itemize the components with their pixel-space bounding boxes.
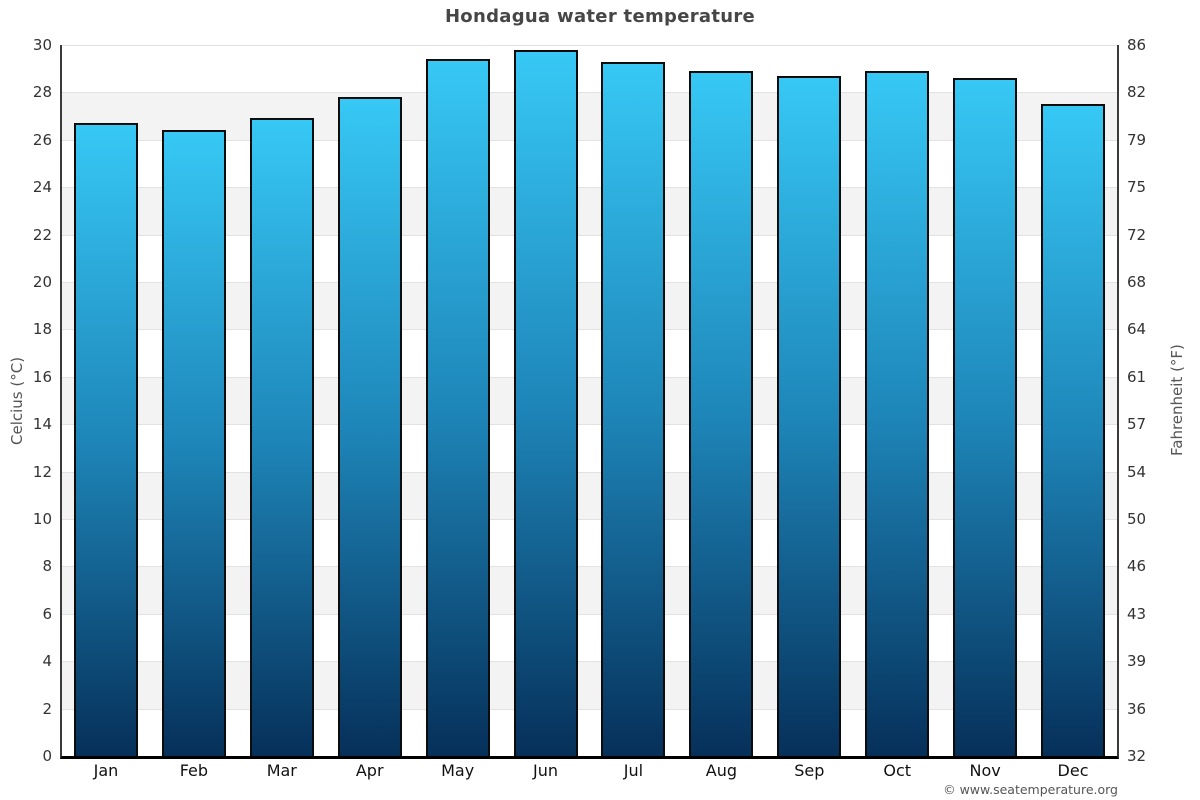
bar-mar — [249, 118, 314, 756]
bar-jul — [601, 61, 666, 756]
fahrenheit-tick-79: 79 — [1127, 130, 1147, 149]
grid-band — [62, 471, 1117, 519]
month-label-mar: Mar — [266, 761, 297, 780]
month-label-jun: Jun — [533, 761, 559, 780]
grid-band — [62, 282, 1117, 330]
month-label-jan: Jan — [93, 761, 119, 780]
chart-title: Hondagua water temperature — [444, 6, 756, 27]
fahrenheit-tick-82: 82 — [1127, 83, 1147, 102]
celsius-tick-30: 30 — [32, 36, 52, 54]
celsius-tick-2: 2 — [42, 699, 52, 718]
bar-may — [425, 59, 490, 756]
fahrenheit-tick-72: 72 — [1127, 225, 1147, 244]
month-label-oct: Oct — [883, 761, 912, 780]
grid-band — [62, 424, 1117, 472]
month-label-nov: Nov — [969, 761, 1001, 780]
grid-band — [62, 92, 1117, 140]
bar-apr — [337, 97, 402, 756]
bar-nov — [953, 78, 1018, 756]
celsius-tick-28: 28 — [32, 83, 52, 102]
month-label-jul: Jul — [623, 761, 644, 780]
grid-band — [62, 234, 1117, 282]
celsius-tick-8: 8 — [42, 557, 52, 576]
celsius-tick-4: 4 — [42, 652, 52, 671]
celsius-tick-20: 20 — [32, 273, 52, 291]
celsius-tick-6: 6 — [42, 604, 52, 623]
fahrenheit-tick-43: 43 — [1127, 604, 1147, 623]
celsius-tick-18: 18 — [32, 320, 52, 339]
fahrenheit-tick-64: 64 — [1127, 320, 1147, 339]
bar-aug — [689, 71, 754, 756]
grid-band — [62, 613, 1117, 662]
plot-area — [60, 45, 1119, 759]
month-label-sep: Sep — [794, 761, 825, 780]
copyright-link[interactable]: © www.seatemperature.org — [943, 782, 1118, 797]
month-label-may: May — [441, 761, 475, 780]
grid-band — [62, 329, 1117, 377]
grid-band — [62, 139, 1117, 188]
month-label-aug: Aug — [705, 761, 737, 780]
celsius-tick-12: 12 — [32, 462, 52, 481]
fahrenheit-tick-57: 57 — [1127, 415, 1147, 434]
celsius-tick-16: 16 — [32, 367, 52, 386]
month-label-apr: Apr — [355, 761, 384, 780]
fahrenheit-tick-61: 61 — [1127, 367, 1147, 386]
fahrenheit-tick-86: 86 — [1127, 36, 1147, 54]
celsius-tick-14: 14 — [32, 415, 52, 434]
grid-band — [62, 45, 1117, 93]
fahrenheit-tick-68: 68 — [1127, 273, 1147, 291]
celsius-tick-0: 0 — [42, 747, 52, 765]
fahrenheit-tick-46: 46 — [1127, 557, 1147, 576]
celsius-tick-26: 26 — [32, 130, 52, 149]
bar-jan — [73, 123, 138, 756]
celsius-tick-10: 10 — [32, 510, 52, 528]
bar-dec — [1041, 104, 1106, 756]
celsius-tick-24: 24 — [32, 178, 52, 197]
fahrenheit-tick-39: 39 — [1127, 652, 1147, 671]
bar-feb — [161, 130, 226, 756]
grid-band — [62, 708, 1117, 756]
fahrenheit-tick-75: 75 — [1127, 178, 1147, 197]
fahrenheit-tick-54: 54 — [1127, 462, 1147, 481]
grid-band — [62, 376, 1117, 425]
celsius-tick-22: 22 — [32, 225, 52, 244]
fahrenheit-tick-50: 50 — [1127, 510, 1147, 528]
grid-band — [62, 566, 1117, 614]
bar-oct — [865, 71, 930, 756]
month-label-feb: Feb — [179, 761, 209, 780]
fahrenheit-tick-36: 36 — [1127, 699, 1147, 718]
grid-band — [62, 187, 1117, 235]
grid-band — [62, 519, 1117, 567]
bar-jun — [513, 49, 578, 756]
grid-band — [62, 661, 1117, 709]
month-label-dec: Dec — [1057, 761, 1089, 780]
fahrenheit-axis-title: Fahrenheit (°F) — [1168, 344, 1186, 457]
fahrenheit-tick-32: 32 — [1127, 747, 1147, 765]
bar-sep — [777, 75, 842, 756]
celsius-axis-title: Celcius (°C) — [8, 356, 26, 445]
